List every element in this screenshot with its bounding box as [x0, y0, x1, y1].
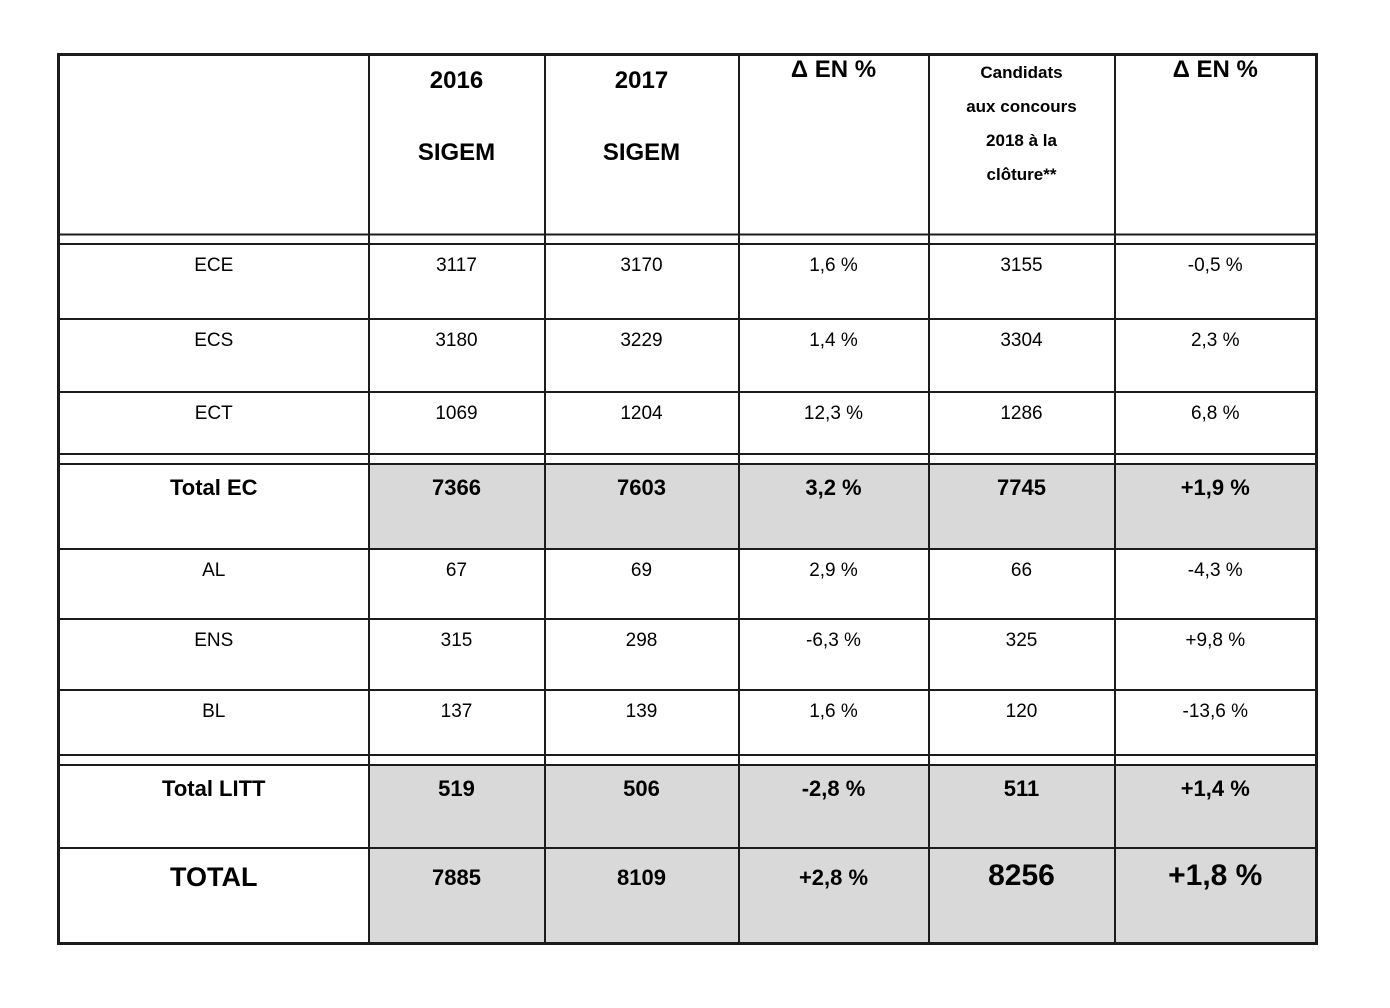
header-candidats-2018: Candidats aux concours 2018 à la clôture…	[927, 53, 1116, 245]
cell-delta-16-17: 3,2 %	[737, 462, 930, 550]
row-label: AL	[57, 547, 370, 620]
header-2017-sigem: 2017 SIGEM	[543, 53, 740, 245]
cell-sigem-2016: 7885	[367, 846, 546, 945]
row-label: BL	[57, 688, 370, 766]
cell-sigem-2016: 137	[367, 688, 546, 766]
table-row-bl: BL 137 139 1,6 % 120 -13,6 %	[57, 688, 1318, 766]
cell-candidats-2018: 120	[927, 688, 1116, 766]
cell-candidats-2018: 3155	[927, 242, 1116, 320]
cell-delta-16-17: +2,8 %	[737, 846, 930, 945]
header-2016-sigem-label: SIGEM	[417, 139, 496, 166]
header-candidats-line1: Candidats	[980, 63, 1063, 82]
cell-candidats-2018: 1286	[927, 390, 1116, 465]
cell-delta-17-18: +1,9 %	[1113, 462, 1318, 550]
cell-sigem-2016: 315	[367, 617, 546, 691]
cell-sigem-2016: 3180	[367, 317, 546, 393]
table-row-ect: ECT 1069 1204 12,3 % 1286 6,8 %	[57, 390, 1318, 465]
cell-candidats-2018: 511	[927, 763, 1116, 849]
cell-candidats-2018: 8256	[927, 846, 1116, 945]
cell-delta-17-18: -13,6 %	[1113, 688, 1318, 766]
header-delta-2016-2017: Δ EN %	[737, 53, 930, 245]
header-2017-year: 2017	[614, 67, 669, 94]
table-row-total-ec: Total EC 7366 7603 3,2 % 7745 +1,9 %	[57, 462, 1318, 550]
table-row-total: TOTAL 7885 8109 +2,8 % 8256 +1,8 %	[57, 846, 1318, 945]
cell-sigem-2017: 139	[543, 688, 740, 766]
cell-sigem-2017: 3229	[543, 317, 740, 393]
table-row-total-litt: Total LITT 519 506 -2,8 % 511 +1,4 %	[57, 763, 1318, 849]
header-delta-2017-2018: Δ EN %	[1113, 53, 1318, 245]
cell-sigem-2017: 69	[543, 547, 740, 620]
cell-sigem-2017: 1204	[543, 390, 740, 465]
row-label: ECE	[57, 242, 370, 320]
cell-sigem-2016: 7366	[367, 462, 546, 550]
header-candidats-line3: 2018 à la	[986, 131, 1057, 150]
cell-delta-16-17: 1,6 %	[737, 242, 930, 320]
cell-delta-16-17: 1,6 %	[737, 688, 930, 766]
cell-delta-16-17: -2,8 %	[737, 763, 930, 849]
row-label: Total LITT	[57, 763, 370, 849]
cell-candidats-2018: 3304	[927, 317, 1116, 393]
cell-delta-16-17: 2,9 %	[737, 547, 930, 620]
cell-delta-17-18: 2,3 %	[1113, 317, 1318, 393]
cell-sigem-2017: 298	[543, 617, 740, 691]
cell-candidats-2018: 7745	[927, 462, 1116, 550]
header-corner-cell	[57, 53, 370, 245]
cell-sigem-2016: 519	[367, 763, 546, 849]
cell-delta-17-18: -0,5 %	[1113, 242, 1318, 320]
row-label: TOTAL	[57, 846, 370, 945]
row-label: ENS	[57, 617, 370, 691]
table-row-al: AL 67 69 2,9 % 66 -4,3 %	[57, 547, 1318, 620]
cell-delta-17-18: 6,8 %	[1113, 390, 1318, 465]
cell-delta-16-17: 1,4 %	[737, 317, 930, 393]
header-2016-sigem: 2016 SIGEM	[367, 53, 546, 245]
cell-candidats-2018: 325	[927, 617, 1116, 691]
cell-sigem-2017: 3170	[543, 242, 740, 320]
row-label: ECS	[57, 317, 370, 393]
cell-sigem-2016: 67	[367, 547, 546, 620]
table-row-ece: ECE 3117 3170 1,6 % 3155 -0,5 %	[57, 242, 1318, 320]
cell-delta-16-17: -6,3 %	[737, 617, 930, 691]
cell-delta-16-17: 12,3 %	[737, 390, 930, 465]
sigem-candidates-table: 2016 SIGEM 2017 SIGEM Δ EN % Candidats a…	[57, 53, 1318, 945]
cell-sigem-2016: 1069	[367, 390, 546, 465]
cell-sigem-2017: 8109	[543, 846, 740, 945]
cell-sigem-2016: 3117	[367, 242, 546, 320]
header-2016-year: 2016	[429, 67, 484, 94]
row-label: Total EC	[57, 462, 370, 550]
table-header-row: 2016 SIGEM 2017 SIGEM Δ EN % Candidats a…	[57, 53, 1318, 245]
cell-sigem-2017: 7603	[543, 462, 740, 550]
cell-delta-17-18: +9,8 %	[1113, 617, 1318, 691]
header-candidats-line2: aux concours	[966, 97, 1077, 116]
header-2017-sigem-label: SIGEM	[602, 139, 681, 166]
header-candidats-line4: clôture**	[986, 165, 1057, 184]
table-row-ecs: ECS 3180 3229 1,4 % 3304 2,3 %	[57, 317, 1318, 393]
cell-delta-17-18: +1,4 %	[1113, 763, 1318, 849]
cell-candidats-2018: 66	[927, 547, 1116, 620]
cell-delta-17-18: -4,3 %	[1113, 547, 1318, 620]
cell-sigem-2017: 506	[543, 763, 740, 849]
table-row-ens: ENS 315 298 -6,3 % 325 +9,8 %	[57, 617, 1318, 691]
row-label: ECT	[57, 390, 370, 465]
cell-delta-17-18: +1,8 %	[1113, 846, 1318, 945]
